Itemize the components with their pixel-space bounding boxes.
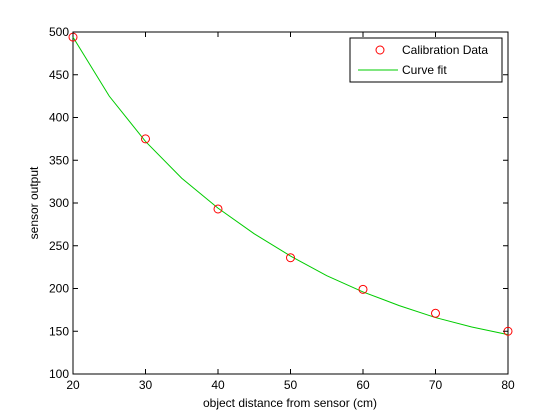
y-tick-label: 150 (49, 324, 69, 338)
y-tick-label: 300 (49, 196, 69, 210)
y-tick-label: 400 (49, 111, 69, 125)
plot-area (68, 31, 513, 375)
x-tick-label: 40 (211, 378, 225, 392)
x-tick-label: 80 (501, 378, 515, 392)
legend: Calibration Data Curve fit (349, 37, 503, 83)
legend-box (349, 37, 503, 83)
y-axis-label: sensor output (27, 166, 41, 239)
y-tick-label: 200 (49, 282, 69, 296)
y-tick-label: 500 (49, 25, 69, 39)
legend-label-calibration-data: Calibration Data (402, 43, 488, 57)
calibration-data-point (431, 308, 440, 318)
x-tick-label: 60 (356, 378, 370, 392)
y-tick-label: 100 (49, 367, 69, 381)
legend-label-curve-fit: Curve fit (402, 63, 447, 77)
x-axis-label: object distance from sensor (cm) (203, 396, 377, 410)
legend-marker-calibration-data (375, 45, 385, 55)
x-tick-label: 30 (139, 378, 153, 392)
x-tick-label: 50 (284, 378, 298, 392)
y-tick-label: 350 (49, 153, 69, 167)
calibration-data-point (286, 253, 295, 263)
calibration-data-point (141, 134, 150, 144)
y-tick-label: 450 (49, 68, 69, 82)
y-tick-label: 250 (49, 239, 69, 253)
axis-ticks: 20 30 40 50 60 70 80 100 150 200 250 300 350 400 450 50… (49, 25, 515, 392)
calibration-data-point (358, 284, 368, 294)
x-tick-label: 70 (429, 378, 443, 392)
calibration-data-point (213, 204, 223, 214)
x-tick-label: 20 (66, 378, 80, 392)
axes-box (72, 31, 509, 375)
